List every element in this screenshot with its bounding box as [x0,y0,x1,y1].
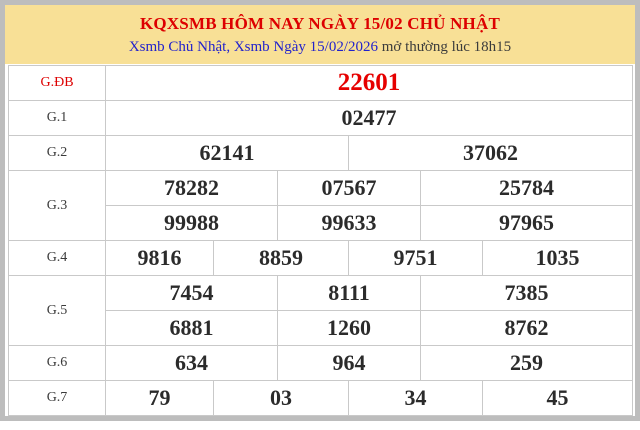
prize-cell: 964 [277,345,421,381]
results-table: G.ĐB 22601 G.1 02477 G.2 62141 37062 G.3… [8,65,634,416]
prize-cell: 45 [481,380,634,416]
row-g1: G.1 02477 [8,100,634,136]
prize-cell: 9751 [348,240,483,276]
prize-cell: 79 [105,380,214,416]
row-g3b: 99988 99633 97965 [9,205,634,241]
prize-cell: 02477 [104,100,634,136]
prize-cell: 9816 [105,240,214,276]
prize-label-g3: G.3 [8,170,106,241]
prize-cell: 259 [419,345,634,381]
prize-label-g1: G.1 [8,100,106,136]
row-gdb: G.ĐB 22601 [8,65,634,101]
prize-cell: 8859 [213,240,349,276]
prize-cell: 99633 [277,205,421,241]
row-g2: G.2 62141 37062 [8,135,634,171]
results-header: KQXSMB HÔM NAY NGÀY 15/02 CHỦ NHẬT Xsmb … [5,5,635,64]
prize-cell: 78282 [105,170,278,206]
row-g5a: G.5 7454 8111 7385 [8,275,634,346]
prize-label-g7: G.7 [8,380,106,416]
prize-cell: 25784 [419,170,634,206]
prize-cell: 634 [105,345,278,381]
prize-cell: 7385 [419,275,634,311]
prize-cell: 97965 [419,205,634,241]
xsmb-sunday-link[interactable]: Xsmb Chủ Nhật, [128,39,231,55]
results-subtitle: Xsmb Chủ Nhật, Xsmb Ngày 15/02/2026 mở t… [5,39,635,56]
prize-cell: 1260 [277,310,421,346]
prize-cell: 37062 [347,135,634,171]
prize-label-g5: G.5 [8,275,106,346]
row-g7: G.7 79 03 34 45 [8,380,634,416]
lottery-results-widget: KQXSMB HÔM NAY NGÀY 15/02 CHỦ NHẬT Xsmb … [0,0,640,421]
prize-cell-gdb: 22601 [104,65,634,101]
row-g4: G.4 9816 8859 9751 1035 [8,240,634,276]
prize-label-gdb: G.ĐB [8,65,106,101]
prize-cell: 99988 [105,205,278,241]
subtitle-draw-time: mở thường lúc 18h15 [381,39,512,55]
prize-label-g6: G.6 [8,345,106,381]
prize-cell: 62141 [105,135,349,171]
prize-cell: 6881 [105,310,278,346]
prize-label-g4: G.4 [8,240,106,276]
prize-cell: 7454 [105,275,278,311]
prize-cell: 8762 [419,310,634,346]
prize-cell: 8111 [277,275,421,311]
prize-cell: 07567 [277,170,421,206]
row-g6: G.6 634 964 259 [8,345,634,381]
prize-label-g2: G.2 [8,135,106,171]
xsmb-date-link[interactable]: Xsmb Ngày 15/02/2026 [233,39,378,55]
results-title: KQXSMB HÔM NAY NGÀY 15/02 CHỦ NHẬT [139,14,501,33]
prize-cell: 03 [213,380,349,416]
prize-cell: 1035 [481,240,634,276]
prize-cell: 34 [348,380,483,416]
row-g3a: G.3 78282 07567 25784 [8,170,634,241]
